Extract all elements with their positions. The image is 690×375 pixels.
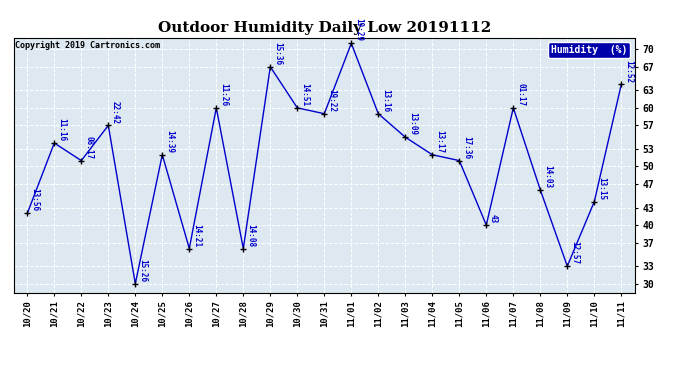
Text: 15:26: 15:26: [138, 259, 147, 282]
Text: 08:17: 08:17: [84, 136, 93, 159]
Text: 13:17: 13:17: [435, 130, 444, 153]
Text: 12:52: 12:52: [624, 60, 633, 82]
Text: 22:42: 22:42: [111, 100, 120, 124]
Text: 19:29: 19:29: [354, 18, 363, 42]
Text: 13:09: 13:09: [408, 112, 417, 135]
Text: 13:56: 13:56: [30, 189, 39, 211]
Text: Copyright 2019 Cartronics.com: Copyright 2019 Cartronics.com: [15, 41, 160, 50]
Text: 11:16: 11:16: [57, 118, 66, 141]
Title: Outdoor Humidity Daily Low 20191112: Outdoor Humidity Daily Low 20191112: [158, 21, 491, 35]
Text: 19:22: 19:22: [327, 89, 336, 112]
Text: 13:16: 13:16: [381, 89, 390, 112]
Text: 14:39: 14:39: [165, 130, 174, 153]
Text: 15:36: 15:36: [273, 42, 282, 65]
Text: 17:36: 17:36: [462, 136, 471, 159]
Text: 01:17: 01:17: [516, 83, 525, 106]
Text: 12:57: 12:57: [570, 241, 579, 264]
Legend: Humidity  (%): Humidity (%): [548, 42, 630, 58]
Text: 14:03: 14:03: [543, 165, 552, 188]
Text: 14:51: 14:51: [300, 83, 309, 106]
Text: 13:15: 13:15: [597, 177, 606, 200]
Text: 43: 43: [489, 214, 498, 223]
Text: 14:08: 14:08: [246, 224, 255, 247]
Text: 11:26: 11:26: [219, 83, 228, 106]
Text: 14:21: 14:21: [192, 224, 201, 247]
